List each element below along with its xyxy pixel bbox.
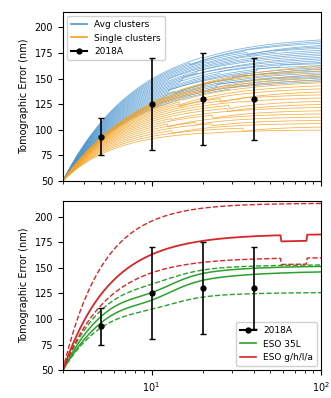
Legend: 2018A, ESO 35L, ESO g/h/l/a: 2018A, ESO 35L, ESO g/h/l/a	[236, 322, 316, 366]
Legend: Avg clusters, Single clusters, 2018A: Avg clusters, Single clusters, 2018A	[68, 16, 165, 60]
Y-axis label: Tomographic Error (nm): Tomographic Error (nm)	[19, 39, 29, 154]
Y-axis label: Tomographic Error (nm): Tomographic Error (nm)	[19, 228, 29, 343]
